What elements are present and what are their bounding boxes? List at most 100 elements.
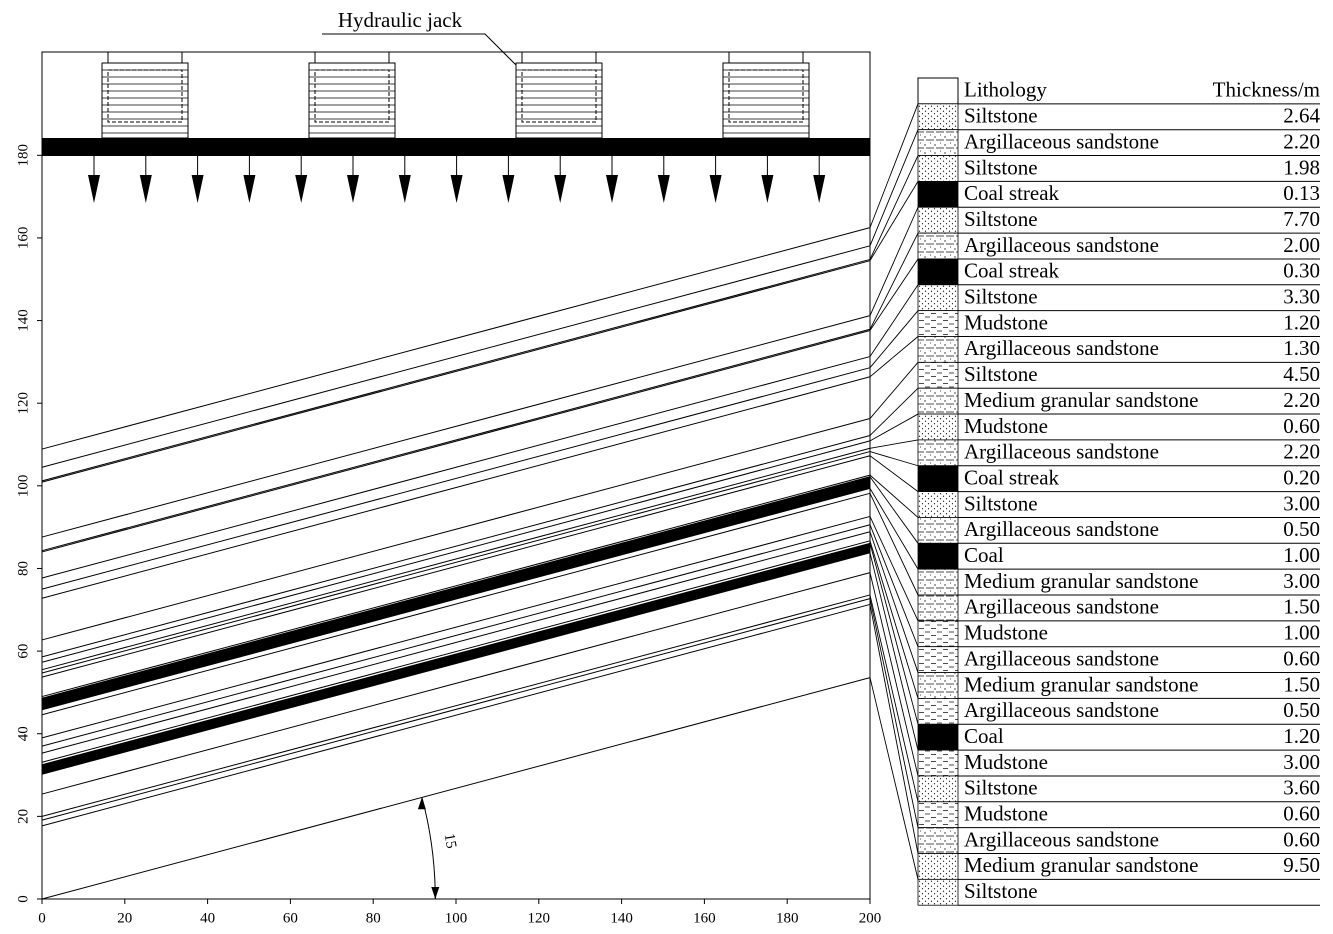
stratum-boundary xyxy=(42,419,870,640)
lithology-name: Coal xyxy=(964,724,1004,748)
lithology-swatch xyxy=(918,233,958,259)
stratum-boundary xyxy=(42,435,870,656)
annotation: Hydraulic jack xyxy=(338,8,463,32)
thickness: 1.50 xyxy=(1283,595,1320,619)
connector xyxy=(870,414,918,441)
thickness: 1.50 xyxy=(1283,672,1320,696)
stratum-boundary xyxy=(42,357,870,578)
jack-body xyxy=(723,63,809,138)
table-header: Lithology xyxy=(964,78,1047,102)
lithology-swatch xyxy=(918,517,958,543)
angle-label: 15 xyxy=(441,832,459,850)
connector xyxy=(870,130,918,246)
stratum-boundary xyxy=(42,452,870,673)
lithology-swatch xyxy=(918,854,958,880)
lithology-swatch xyxy=(918,414,958,440)
x-tick-label: 20 xyxy=(117,910,132,926)
x-tick-label: 0 xyxy=(38,910,46,926)
connector xyxy=(870,525,918,647)
lithology-name: Siltstone xyxy=(964,207,1038,231)
header-swatch xyxy=(918,78,958,104)
stratum-boundary xyxy=(42,599,870,820)
stratum-boundary xyxy=(42,516,870,737)
lithology-name: Mudstone xyxy=(964,802,1048,826)
lithology-swatch xyxy=(918,492,958,518)
thickness: 9.50 xyxy=(1283,853,1320,877)
stratum-boundary xyxy=(42,595,870,816)
lithology-name: Coal streak xyxy=(964,465,1060,489)
load-arrow-head xyxy=(347,175,359,203)
lithology-swatch xyxy=(918,698,958,724)
stratum-boundary xyxy=(42,316,870,537)
y-tick-label: 20 xyxy=(15,809,31,824)
thickness: 2.20 xyxy=(1283,440,1320,464)
stratum-boundary xyxy=(42,456,870,677)
x-tick-label: 160 xyxy=(693,910,716,926)
thickness: 0.60 xyxy=(1283,827,1320,851)
x-tick-label: 80 xyxy=(366,910,381,926)
thickness: 2.20 xyxy=(1283,129,1320,153)
load-arrow-head xyxy=(761,175,773,203)
thickness: 3.60 xyxy=(1283,776,1320,800)
stratum-boundary xyxy=(42,525,870,746)
lithology-name: Coal streak xyxy=(964,181,1060,205)
connector xyxy=(870,388,918,435)
lithology-name: Coal xyxy=(964,543,1004,567)
y-tick-label: 60 xyxy=(15,644,31,659)
thickness: 3.00 xyxy=(1283,569,1320,593)
y-tick-label: 160 xyxy=(15,227,31,250)
thickness: 1.00 xyxy=(1283,543,1320,567)
lithology-name: Medium granular sandstone xyxy=(964,569,1198,593)
lithology-swatch xyxy=(918,595,958,621)
thickness: 3.00 xyxy=(1283,491,1320,515)
lithology-name: Argillaceous sandstone xyxy=(964,233,1159,257)
table-header: Thickness/m xyxy=(1213,78,1320,102)
lithology-swatch xyxy=(918,828,958,854)
stratum-boundary xyxy=(42,604,870,825)
thickness: 0.50 xyxy=(1283,698,1320,722)
load-arrow-head xyxy=(606,175,618,203)
lithology-name: Mudstone xyxy=(964,750,1048,774)
connector xyxy=(870,207,918,315)
y-tick-label: 0 xyxy=(15,895,31,903)
lithology-swatch xyxy=(918,259,958,285)
load-arrow-head xyxy=(658,175,670,203)
stratum-boundary xyxy=(42,441,870,662)
thickness: 1.98 xyxy=(1283,155,1320,179)
lithology-name: Medium granular sandstone xyxy=(964,672,1198,696)
lithology-name: Mudstone xyxy=(964,310,1048,334)
lithology-swatch xyxy=(918,621,958,647)
lithology-swatch xyxy=(918,673,958,699)
x-tick-label: 100 xyxy=(445,910,468,926)
lithology-name: Siltstone xyxy=(964,285,1038,309)
lithology-swatch xyxy=(918,569,958,595)
y-tick-label: 180 xyxy=(15,144,31,167)
lithology-swatch xyxy=(918,130,958,156)
lithology-swatch xyxy=(918,750,958,776)
lithology-swatch xyxy=(918,285,958,311)
stratum-boundary xyxy=(42,259,870,480)
lithology-name: Siltstone xyxy=(964,491,1038,515)
lithology-swatch xyxy=(918,440,958,466)
x-tick-label: 140 xyxy=(610,910,633,926)
lithology-swatch xyxy=(918,388,958,414)
lithology-swatch xyxy=(918,802,958,828)
lithology-name: Siltstone xyxy=(964,776,1038,800)
connector xyxy=(870,678,918,880)
lithology-swatch xyxy=(918,337,958,363)
connector xyxy=(870,516,918,620)
connector xyxy=(870,475,918,517)
jack-body xyxy=(102,63,188,138)
connector xyxy=(870,285,918,357)
load-arrow-head xyxy=(554,175,566,203)
load-arrow-head xyxy=(502,175,514,203)
lithology-name: Medium granular sandstone xyxy=(964,388,1198,412)
connector xyxy=(870,488,918,569)
load-arrow-head xyxy=(295,175,307,203)
y-tick-label: 140 xyxy=(15,309,31,332)
load-arrow-head xyxy=(192,175,204,203)
x-tick-label: 60 xyxy=(283,910,298,926)
stratum-boundary xyxy=(42,488,870,709)
load-arrow-head xyxy=(399,175,411,203)
connector xyxy=(870,440,918,448)
